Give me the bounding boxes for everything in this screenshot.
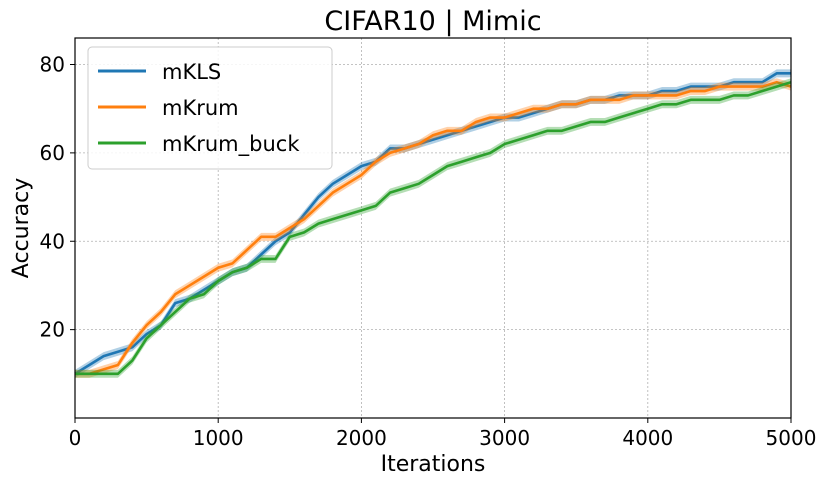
grid — [74, 38, 792, 418]
x-tick-label: 1000 — [193, 426, 244, 450]
axis-ticks: 0 1000 2000 3000 4000 5000 20 40 60 80 — [40, 53, 817, 450]
y-tick-label: 60 — [40, 141, 65, 165]
x-axis-label: Iterations — [381, 452, 486, 477]
chart-title: CIFAR10 | Mimic — [324, 6, 541, 37]
x-tick-label: 4000 — [622, 426, 673, 450]
x-tick-label: 5000 — [766, 426, 817, 450]
legend: mKLS mKrum mKrum_buck — [87, 46, 333, 170]
series-line-mkls — [74, 72, 791, 375]
x-tick-label: 0 — [69, 426, 82, 450]
series-line-mkrum-buck — [75, 80, 792, 376]
x-tick-label: 3000 — [479, 426, 530, 450]
legend-label-mkrum-buck: mKrum_buck — [162, 132, 300, 157]
series-layer — [74, 69, 792, 378]
legend-box — [87, 46, 333, 170]
y-tick-label: 80 — [40, 53, 65, 77]
y-tick-label: 40 — [40, 229, 65, 253]
y-tick-label: 20 — [40, 318, 65, 342]
legend-label-mkls: mKLS — [162, 60, 221, 84]
series-band-mkrum — [75, 78, 791, 378]
series-line-mkrum — [75, 80, 792, 376]
y-axis-label: Accuracy — [9, 178, 34, 278]
legend-label-mkrum: mKrum — [162, 96, 239, 120]
plot-frame — [74, 37, 792, 419]
x-tick-label: 2000 — [336, 426, 387, 450]
